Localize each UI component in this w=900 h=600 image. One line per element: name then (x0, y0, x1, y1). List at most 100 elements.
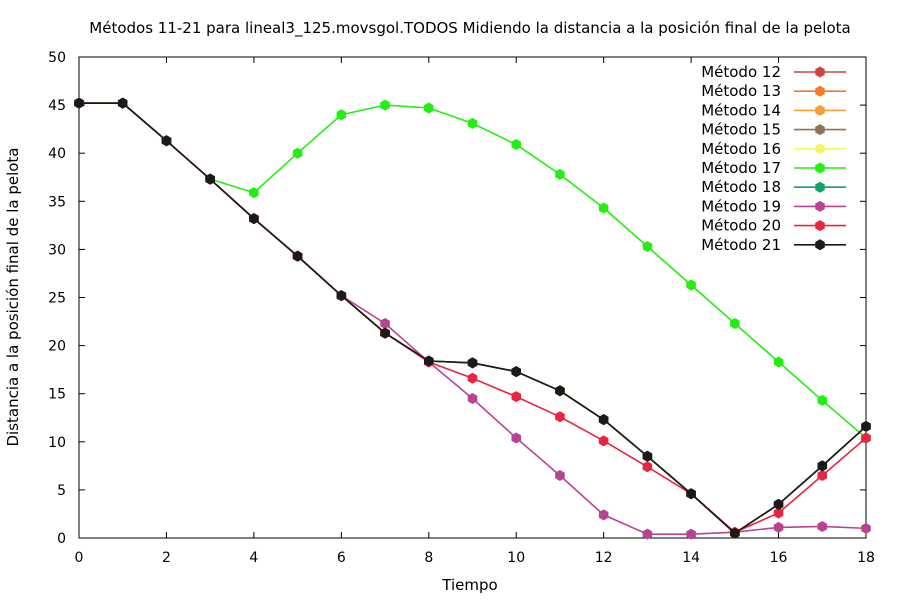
legend-swatch-marker (815, 181, 825, 193)
legend-swatch-marker (815, 220, 825, 232)
legend-label: Método 12 (701, 63, 781, 81)
y-tick-label: 30 (48, 242, 66, 258)
data-point-metodo-19 (467, 393, 478, 405)
legend-entry-metodo-21: Método 21 (701, 236, 846, 254)
data-point-metodo-20 (467, 372, 478, 384)
legend-swatch-marker (815, 143, 825, 155)
data-point-metodo-19 (642, 528, 653, 540)
legend-label: Método 18 (701, 178, 781, 196)
legend-label: Método 19 (701, 197, 781, 215)
data-point-metodo-21 (380, 327, 390, 339)
legend-swatch-marker (815, 200, 825, 212)
data-point-metodo-21 (598, 414, 609, 426)
data-point-metodo-21 (511, 366, 521, 378)
x-tick-label: 16 (770, 550, 788, 566)
y-tick-label: 5 (57, 483, 66, 499)
data-point-metodo-20 (598, 435, 609, 447)
legend-label: Método 13 (701, 82, 781, 100)
chart-title: Métodos 11-21 para lineal3_125.movsgol.T… (89, 19, 850, 38)
data-point-metodo-21 (730, 527, 740, 539)
data-point-metodo-17 (292, 147, 303, 159)
data-point-metodo-19 (773, 521, 784, 533)
legend-entry-metodo-16: Método 16 (701, 140, 846, 158)
data-point-metodo-21 (336, 290, 347, 302)
x-tick-label: 18 (857, 550, 875, 566)
data-point-metodo-20 (861, 432, 871, 444)
x-tick-label: 6 (337, 550, 346, 566)
data-point-metodo-21 (642, 450, 653, 462)
data-point-metodo-21 (773, 498, 784, 510)
y-tick-label: 20 (48, 339, 66, 355)
data-point-metodo-21 (161, 135, 172, 147)
y-tick-label: 25 (48, 291, 66, 307)
data-point-metodo-19 (861, 522, 871, 534)
data-point-metodo-21 (117, 97, 128, 109)
x-tick-label: 12 (595, 550, 613, 566)
y-tick-label: 35 (48, 194, 66, 210)
data-point-metodo-17 (686, 279, 696, 291)
y-tick-label: 45 (48, 98, 66, 114)
data-point-metodo-17 (336, 109, 347, 121)
data-point-metodo-20 (642, 461, 653, 473)
data-point-metodo-19 (686, 528, 696, 540)
data-point-metodo-17 (380, 99, 390, 111)
legend-entry-metodo-15: Método 15 (701, 121, 846, 139)
legend-entry-metodo-20: Método 20 (701, 217, 846, 235)
data-point-metodo-17 (249, 187, 259, 199)
data-point-metodo-20 (555, 411, 565, 423)
data-point-metodo-21 (467, 357, 478, 369)
data-point-metodo-20 (773, 507, 784, 519)
legend-label: Método 17 (701, 159, 781, 177)
data-point-metodo-19 (380, 317, 390, 329)
x-axis-label: Tiempo (441, 576, 497, 594)
x-tick-label: 4 (249, 550, 258, 566)
data-point-metodo-21 (817, 460, 828, 472)
y-tick-label: 40 (48, 146, 66, 162)
legend-entry-metodo-18: Método 18 (701, 178, 846, 196)
data-point-metodo-17 (817, 394, 828, 406)
legend-swatch-marker (815, 162, 825, 174)
data-point-metodo-21 (205, 173, 215, 185)
data-point-metodo-21 (424, 355, 434, 367)
axes: 0 5 10 15 20 25 30 35 40 45 50 0 2 4 6 8 10 12 14 16 18 (48, 50, 875, 566)
legend-swatch-marker (815, 66, 825, 78)
data-point-metodo-17 (773, 356, 784, 368)
data-point-metodo-19 (555, 469, 565, 481)
data-point-metodo-21 (249, 213, 259, 225)
legend-entry-metodo-19: Método 19 (701, 197, 846, 215)
legend-entry-metodo-12: Método 12 (701, 63, 846, 81)
legend-entry-metodo-17: Método 17 (701, 159, 846, 177)
data-point-metodo-21 (292, 250, 303, 262)
data-point-metodo-17 (424, 102, 434, 114)
y-tick-label: 50 (48, 50, 66, 66)
data-point-metodo-17 (642, 241, 653, 253)
data-point-metodo-19 (598, 509, 609, 521)
data-point-metodo-21 (861, 420, 871, 432)
data-point-metodo-17 (467, 117, 478, 129)
x-tick-label: 0 (75, 550, 84, 566)
x-tick-label: 2 (162, 550, 171, 566)
data-point-metodo-20 (511, 391, 521, 403)
data-point-metodo-21 (686, 488, 696, 500)
data-point-metodo-17 (555, 168, 565, 180)
data-point-metodo-21 (555, 385, 565, 397)
legend-swatch-marker (815, 85, 825, 97)
y-tick-label: 15 (48, 387, 66, 403)
legend-label: Método 21 (701, 236, 781, 254)
legend-swatch-marker (815, 104, 825, 116)
y-axis-label: Distancia a la posición final de la pelo… (4, 147, 22, 446)
x-tick-label: 14 (682, 550, 700, 566)
y-tick-label: 10 (48, 435, 66, 451)
legend-entry-metodo-14: Método 14 (701, 101, 846, 119)
series-metodo-21 (74, 97, 871, 539)
legend-swatch-marker (815, 124, 825, 136)
series-lines (74, 97, 871, 540)
legend-swatch-marker (815, 239, 825, 251)
data-point-metodo-19 (817, 520, 828, 532)
data-point-metodo-17 (730, 317, 740, 329)
x-tick-label: 8 (424, 550, 433, 566)
data-point-metodo-17 (598, 202, 609, 214)
data-point-metodo-19 (511, 432, 521, 444)
y-tick-label: 0 (57, 531, 66, 547)
